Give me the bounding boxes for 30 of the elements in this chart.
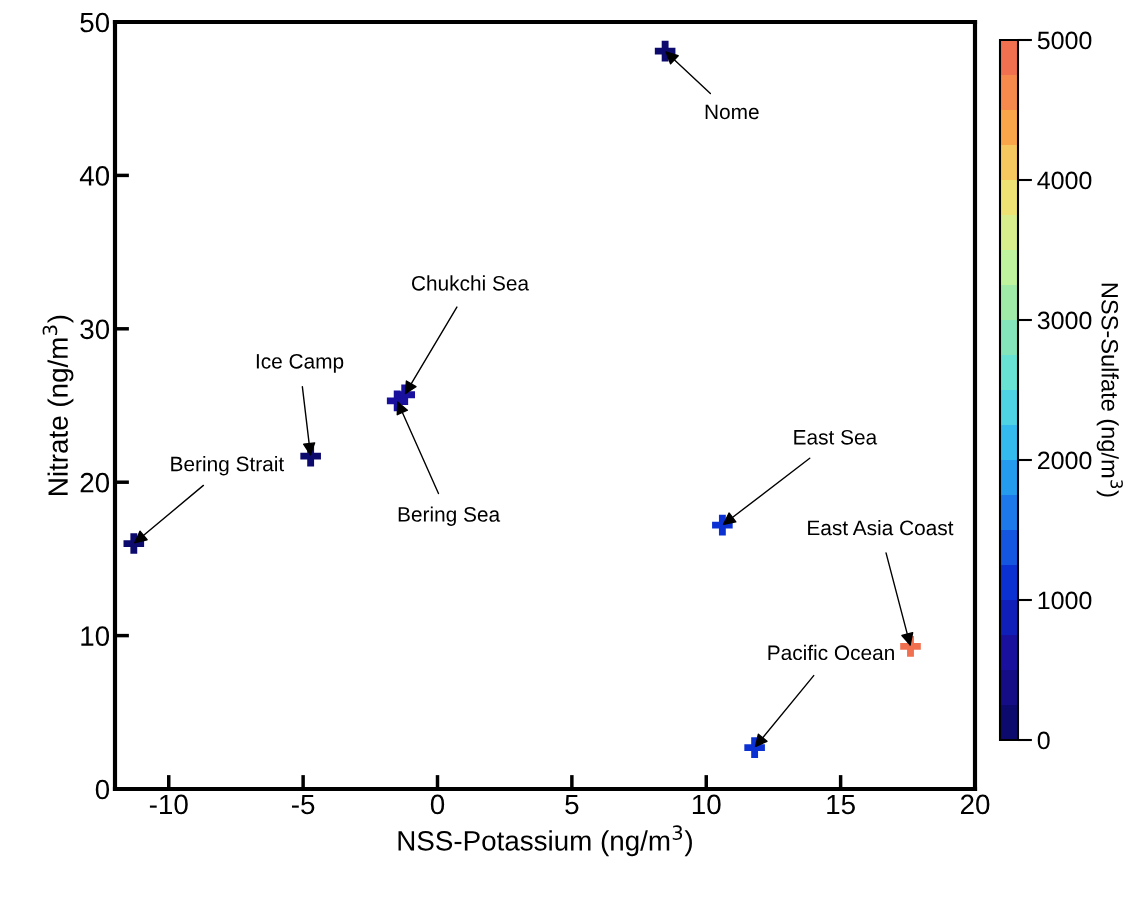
x-tick-label: -10 <box>149 794 188 815</box>
y-axis-title: Nitrate (ng/m$^{3}$) <box>42 315 74 495</box>
y-tick-label: 40 <box>79 166 110 186</box>
x-tick-label: 5 <box>565 794 579 815</box>
color-bar-label: 2000 <box>1038 451 1092 470</box>
annotation: East Asia Coast <box>808 519 954 536</box>
annotation: Bering Sea <box>398 506 501 526</box>
color-bar-label: 0 <box>1037 731 1050 750</box>
color-bar-label: 1000 <box>1038 591 1092 610</box>
y-tick-label: 20 <box>80 472 110 493</box>
color-bar-label: 4000 <box>1037 171 1092 190</box>
annotation: East Sea <box>794 429 878 445</box>
annotation: Pacific Ocean <box>768 644 894 661</box>
annotation: Nome <box>705 104 759 120</box>
x-tick-label: 15 <box>827 794 855 815</box>
color-bar-title: NSS-Sulfate (ng/m$^{3}$) <box>1096 283 1123 497</box>
y-tick-label: 50 <box>80 12 110 33</box>
x-axis-title: NSS-Potassium (ng/m$^{3}$) <box>398 825 692 857</box>
annotation: Chukchi Sea <box>411 275 530 291</box>
color-bar-label: 5000 <box>1037 31 1092 50</box>
color-bar-label: 3000 <box>1037 311 1092 330</box>
x-tick-label: -5 <box>292 794 315 815</box>
annotation: Ice Camp <box>256 353 344 373</box>
x-tick-label: 0 <box>430 794 445 815</box>
x-tick-label: 20 <box>960 794 990 815</box>
x-tick-label: 10 <box>692 794 721 815</box>
y-tick-label: 0 <box>95 779 110 800</box>
y-tick-label: 10 <box>81 626 110 646</box>
annotation: Bering Strait <box>171 456 285 476</box>
y-tick-label: 30 <box>80 319 110 340</box>
